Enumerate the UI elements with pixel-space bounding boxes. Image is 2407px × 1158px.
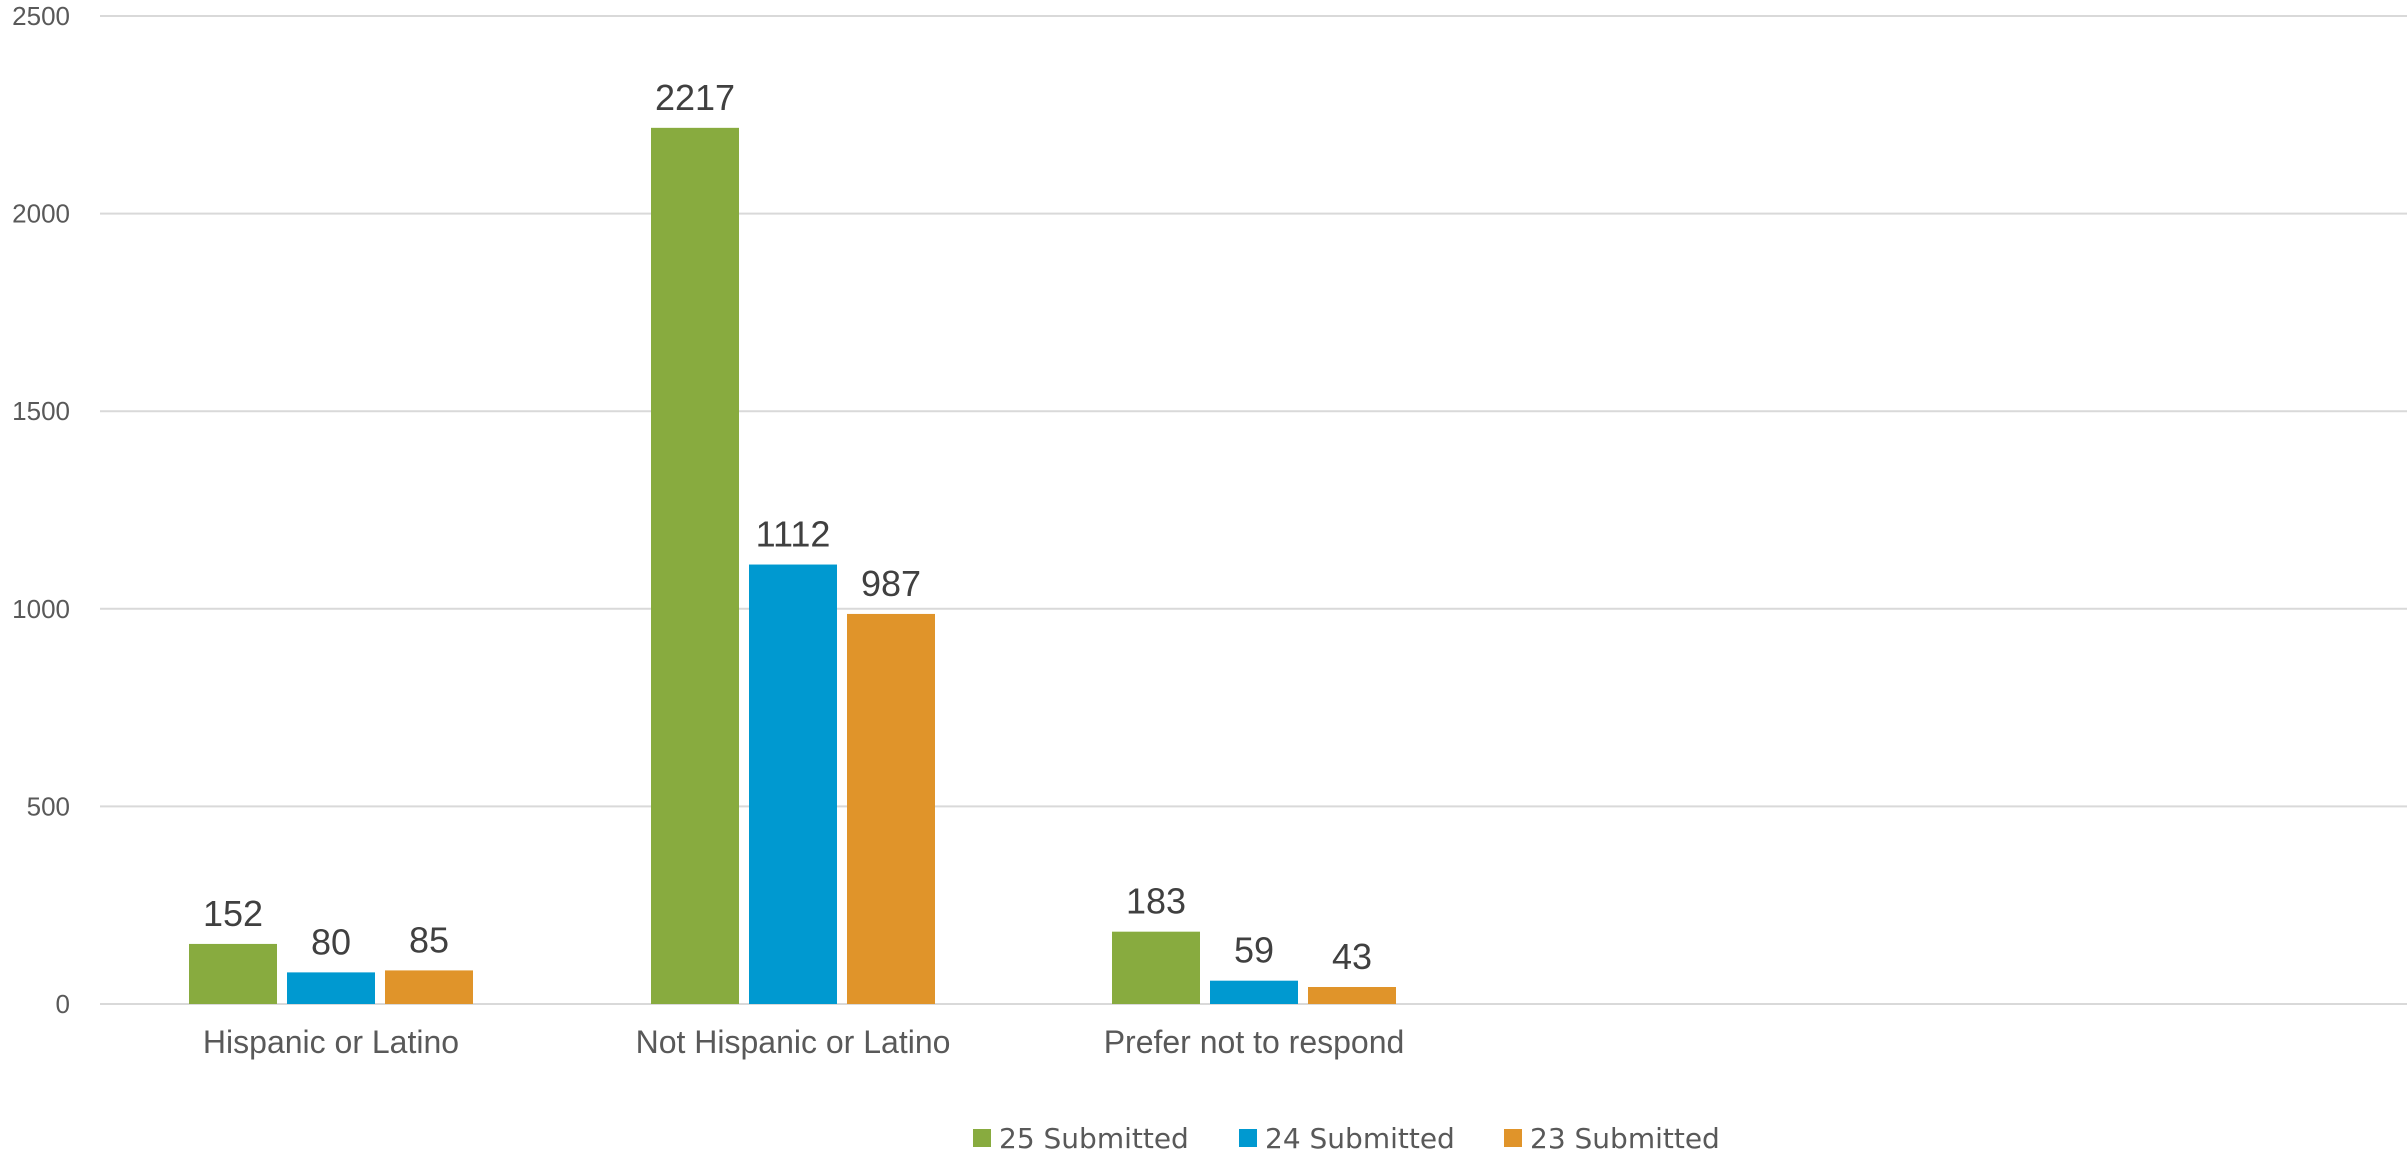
bars <box>189 127 1396 1004</box>
bar <box>189 943 277 1004</box>
legend-item: 25 Submitted <box>973 1122 1189 1155</box>
data-label: 80 <box>311 921 351 962</box>
x-tick-label: Prefer not to respond <box>1104 1024 1405 1060</box>
data-labels: 152 80 85 2217 1112 987 183 59 43 <box>203 77 1372 977</box>
data-label: 1112 <box>756 514 831 555</box>
data-label: 85 <box>409 919 449 960</box>
bar <box>385 970 473 1004</box>
data-label: 43 <box>1332 936 1372 977</box>
legend-swatch <box>973 1129 991 1147</box>
data-label: 152 <box>203 893 263 934</box>
data-label: 2217 <box>655 77 735 118</box>
y-tick-label: 0 <box>56 989 70 1019</box>
legend: 25 Submitted 24 Submitted 23 Submitted <box>973 1122 1720 1155</box>
legend-item: 24 Submitted <box>1239 1122 1455 1155</box>
legend-swatch <box>1504 1129 1522 1147</box>
x-axis: Hispanic or Latino Not Hispanic or Latino… <box>203 1024 1404 1060</box>
y-tick-label: 2000 <box>12 199 70 229</box>
y-tick-label: 2500 <box>12 1 70 31</box>
legend-item: 23 Submitted <box>1504 1122 1720 1155</box>
bar <box>651 127 739 1004</box>
y-axis: 0 500 1000 1500 2000 2500 <box>12 1 70 1019</box>
data-label: 59 <box>1234 930 1274 971</box>
legend-label: 24 Submitted <box>1265 1122 1455 1153</box>
x-tick-label: Not Hispanic or Latino <box>636 1024 951 1060</box>
legend-label: 25 Submitted <box>999 1122 1189 1153</box>
data-label: 183 <box>1126 881 1186 922</box>
legend-swatch <box>1239 1129 1257 1147</box>
y-tick-label: 1000 <box>12 594 70 624</box>
y-tick-label: 1500 <box>12 396 70 426</box>
bar <box>287 972 375 1004</box>
gridlines <box>100 15 2407 1005</box>
bar <box>749 564 837 1004</box>
y-tick-label: 500 <box>27 791 70 821</box>
data-label: 987 <box>861 563 921 604</box>
legend-label: 23 Submitted <box>1530 1122 1720 1153</box>
bar <box>1308 987 1396 1004</box>
bar <box>847 613 935 1004</box>
bar <box>1112 931 1200 1004</box>
x-tick-label: Hispanic or Latino <box>203 1024 459 1060</box>
bar <box>1210 980 1298 1004</box>
